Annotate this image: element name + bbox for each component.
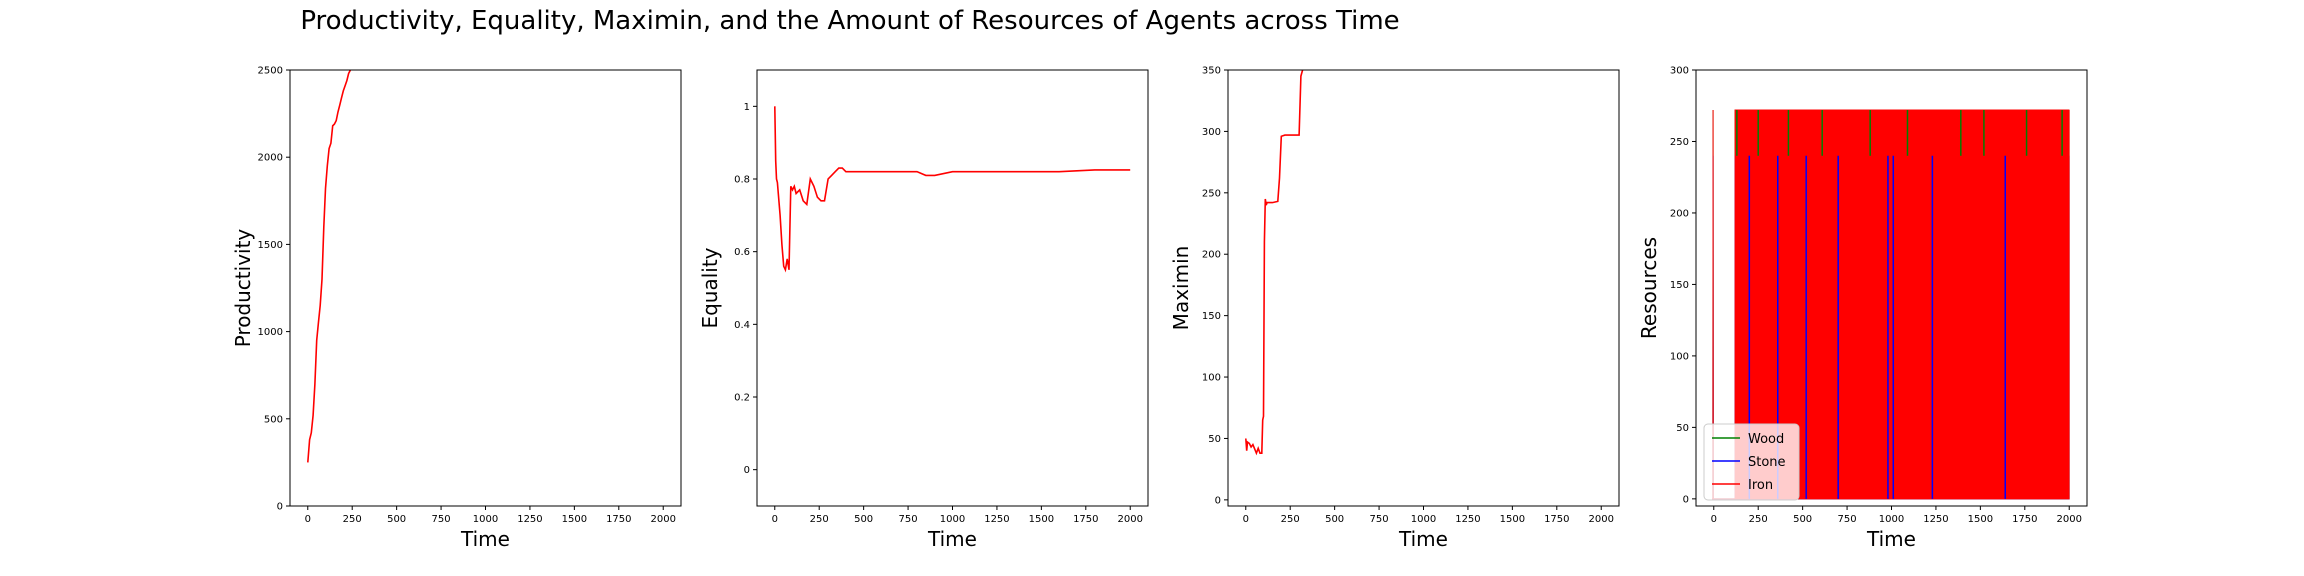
x-axis-label: Time xyxy=(460,527,510,551)
y-tick-label: 250 xyxy=(1202,188,1221,199)
plot-area xyxy=(774,106,1131,273)
x-tick-label: 1500 xyxy=(1029,514,1054,525)
chart-panel-3: 0 250 500 750 1000 1250 1500 1750 2000 0 50 100 150 2… xyxy=(1169,66,1620,551)
y-tick-label: 1500 xyxy=(258,240,283,251)
x-tick-label: 1750 xyxy=(2012,514,2037,525)
y-axis-label: Equality xyxy=(698,247,722,328)
y-tick-label: 0.4 xyxy=(734,320,750,331)
y-tick-label: 1000 xyxy=(258,327,283,338)
x-tick-label: 750 xyxy=(1838,514,1857,525)
x-tick-label: 750 xyxy=(899,514,918,525)
x-tick-label: 2000 xyxy=(2057,514,2082,525)
x-tick-label: 0 xyxy=(1243,514,1249,525)
x-tick-label: 2000 xyxy=(651,514,676,525)
x-tick-label: 1750 xyxy=(1073,514,1098,525)
x-tick-label: 1250 xyxy=(1455,514,1480,525)
y-tick-label: 150 xyxy=(1670,280,1689,291)
chart-panel-2: 0 250 500 750 1000 1250 1500 1750 2000 0 0.2 0.4 0.6… xyxy=(698,69,1149,551)
y-tick-label: 100 xyxy=(1202,373,1221,384)
y-tick-label: 0 xyxy=(1683,494,1689,505)
y-tick-label: 0 xyxy=(1215,495,1221,506)
legend-box xyxy=(1703,423,1800,501)
x-tick-label: 500 xyxy=(1793,514,1812,525)
legend-label-wood: Wood xyxy=(1748,432,1784,447)
y-tick-label: 300 xyxy=(1202,127,1221,138)
x-tick-label: 1750 xyxy=(1544,514,1569,525)
x-tick-label: 1000 xyxy=(940,514,965,525)
y-tick-label: 250 xyxy=(1670,137,1689,148)
y-tick-label: 200 xyxy=(1202,250,1221,261)
y-tick-label: 0 xyxy=(277,502,283,513)
x-tick-label: 1750 xyxy=(606,514,631,525)
legend-label-stone: Stone xyxy=(1748,455,1786,470)
x-tick-label: 500 xyxy=(387,514,406,525)
x-tick-label: 1000 xyxy=(1879,514,1904,525)
y-tick-label: 0.8 xyxy=(734,175,750,186)
y-tick-label: 1 xyxy=(744,102,750,113)
x-tick-label: 1250 xyxy=(517,514,542,525)
x-tick-label: 1500 xyxy=(1968,514,1993,525)
x-tick-label: 500 xyxy=(1325,514,1344,525)
x-tick-label: 0 xyxy=(1711,514,1717,525)
y-tick-label: 350 xyxy=(1202,66,1221,77)
y-tick-label: 300 xyxy=(1670,66,1689,77)
x-tick-label: 750 xyxy=(1370,514,1389,525)
y-tick-label: 2500 xyxy=(258,66,283,77)
chart-panel-4: 0 250 500 750 1000 1250 1500 1750 2000 0 50 100 150 2… xyxy=(1637,66,2088,551)
x-tick-label: 1250 xyxy=(984,514,1009,525)
chart-panel-1: 0 250 500 750 1000 1250 1500 1750 2000 0 500 1000 15… xyxy=(231,66,682,551)
y-tick-label: 100 xyxy=(1670,351,1689,362)
plot-area xyxy=(1712,109,2070,500)
y-tick-label: 500 xyxy=(264,414,283,425)
x-tick-label: 0 xyxy=(772,514,778,525)
x-tick-label: 250 xyxy=(343,514,362,525)
x-tick-label: 2000 xyxy=(1118,514,1143,525)
axes-frame xyxy=(289,69,682,507)
y-axis-label: Maximin xyxy=(1169,246,1193,331)
axes-frame xyxy=(756,69,1149,507)
x-tick-label: 250 xyxy=(1281,514,1300,525)
x-tick-label: 1000 xyxy=(473,514,498,525)
legend: Wood Stone Iron xyxy=(1703,423,1800,501)
y-axis-label: Resources xyxy=(1637,237,1661,339)
y-axis-label: Productivity xyxy=(231,229,255,348)
x-tick-label: 0 xyxy=(305,514,311,525)
y-tick-label: 2000 xyxy=(258,153,283,164)
series-line xyxy=(774,106,1131,273)
figure-title: Productivity, Equality, Maximin, and the… xyxy=(300,6,1400,36)
y-tick-label: 150 xyxy=(1202,311,1221,322)
x-axis-label: Time xyxy=(1398,527,1448,551)
legend-label-iron: Iron xyxy=(1748,478,1773,493)
series-line xyxy=(1245,70,1304,456)
y-tick-label: 200 xyxy=(1670,208,1689,219)
x-tick-label: 750 xyxy=(432,514,451,525)
x-tick-label: 2000 xyxy=(1589,514,1614,525)
x-tick-label: 250 xyxy=(810,514,829,525)
x-tick-label: 500 xyxy=(854,514,873,525)
series-line xyxy=(307,70,352,463)
x-tick-label: 1500 xyxy=(1500,514,1525,525)
x-axis-label: Time xyxy=(927,527,977,551)
x-axis-label: Time xyxy=(1866,527,1916,551)
x-tick-label: 1500 xyxy=(562,514,587,525)
y-tick-label: 0.2 xyxy=(734,393,750,404)
x-tick-label: 250 xyxy=(1749,514,1768,525)
x-tick-label: 1250 xyxy=(1923,514,1948,525)
y-tick-label: 0.6 xyxy=(734,247,750,258)
y-tick-label: 0 xyxy=(744,465,750,476)
y-tick-label: 50 xyxy=(1208,434,1221,445)
y-tick-label: 50 xyxy=(1676,423,1689,434)
plot-area xyxy=(307,70,352,463)
plot-area xyxy=(1245,70,1304,456)
x-tick-label: 1000 xyxy=(1411,514,1436,525)
